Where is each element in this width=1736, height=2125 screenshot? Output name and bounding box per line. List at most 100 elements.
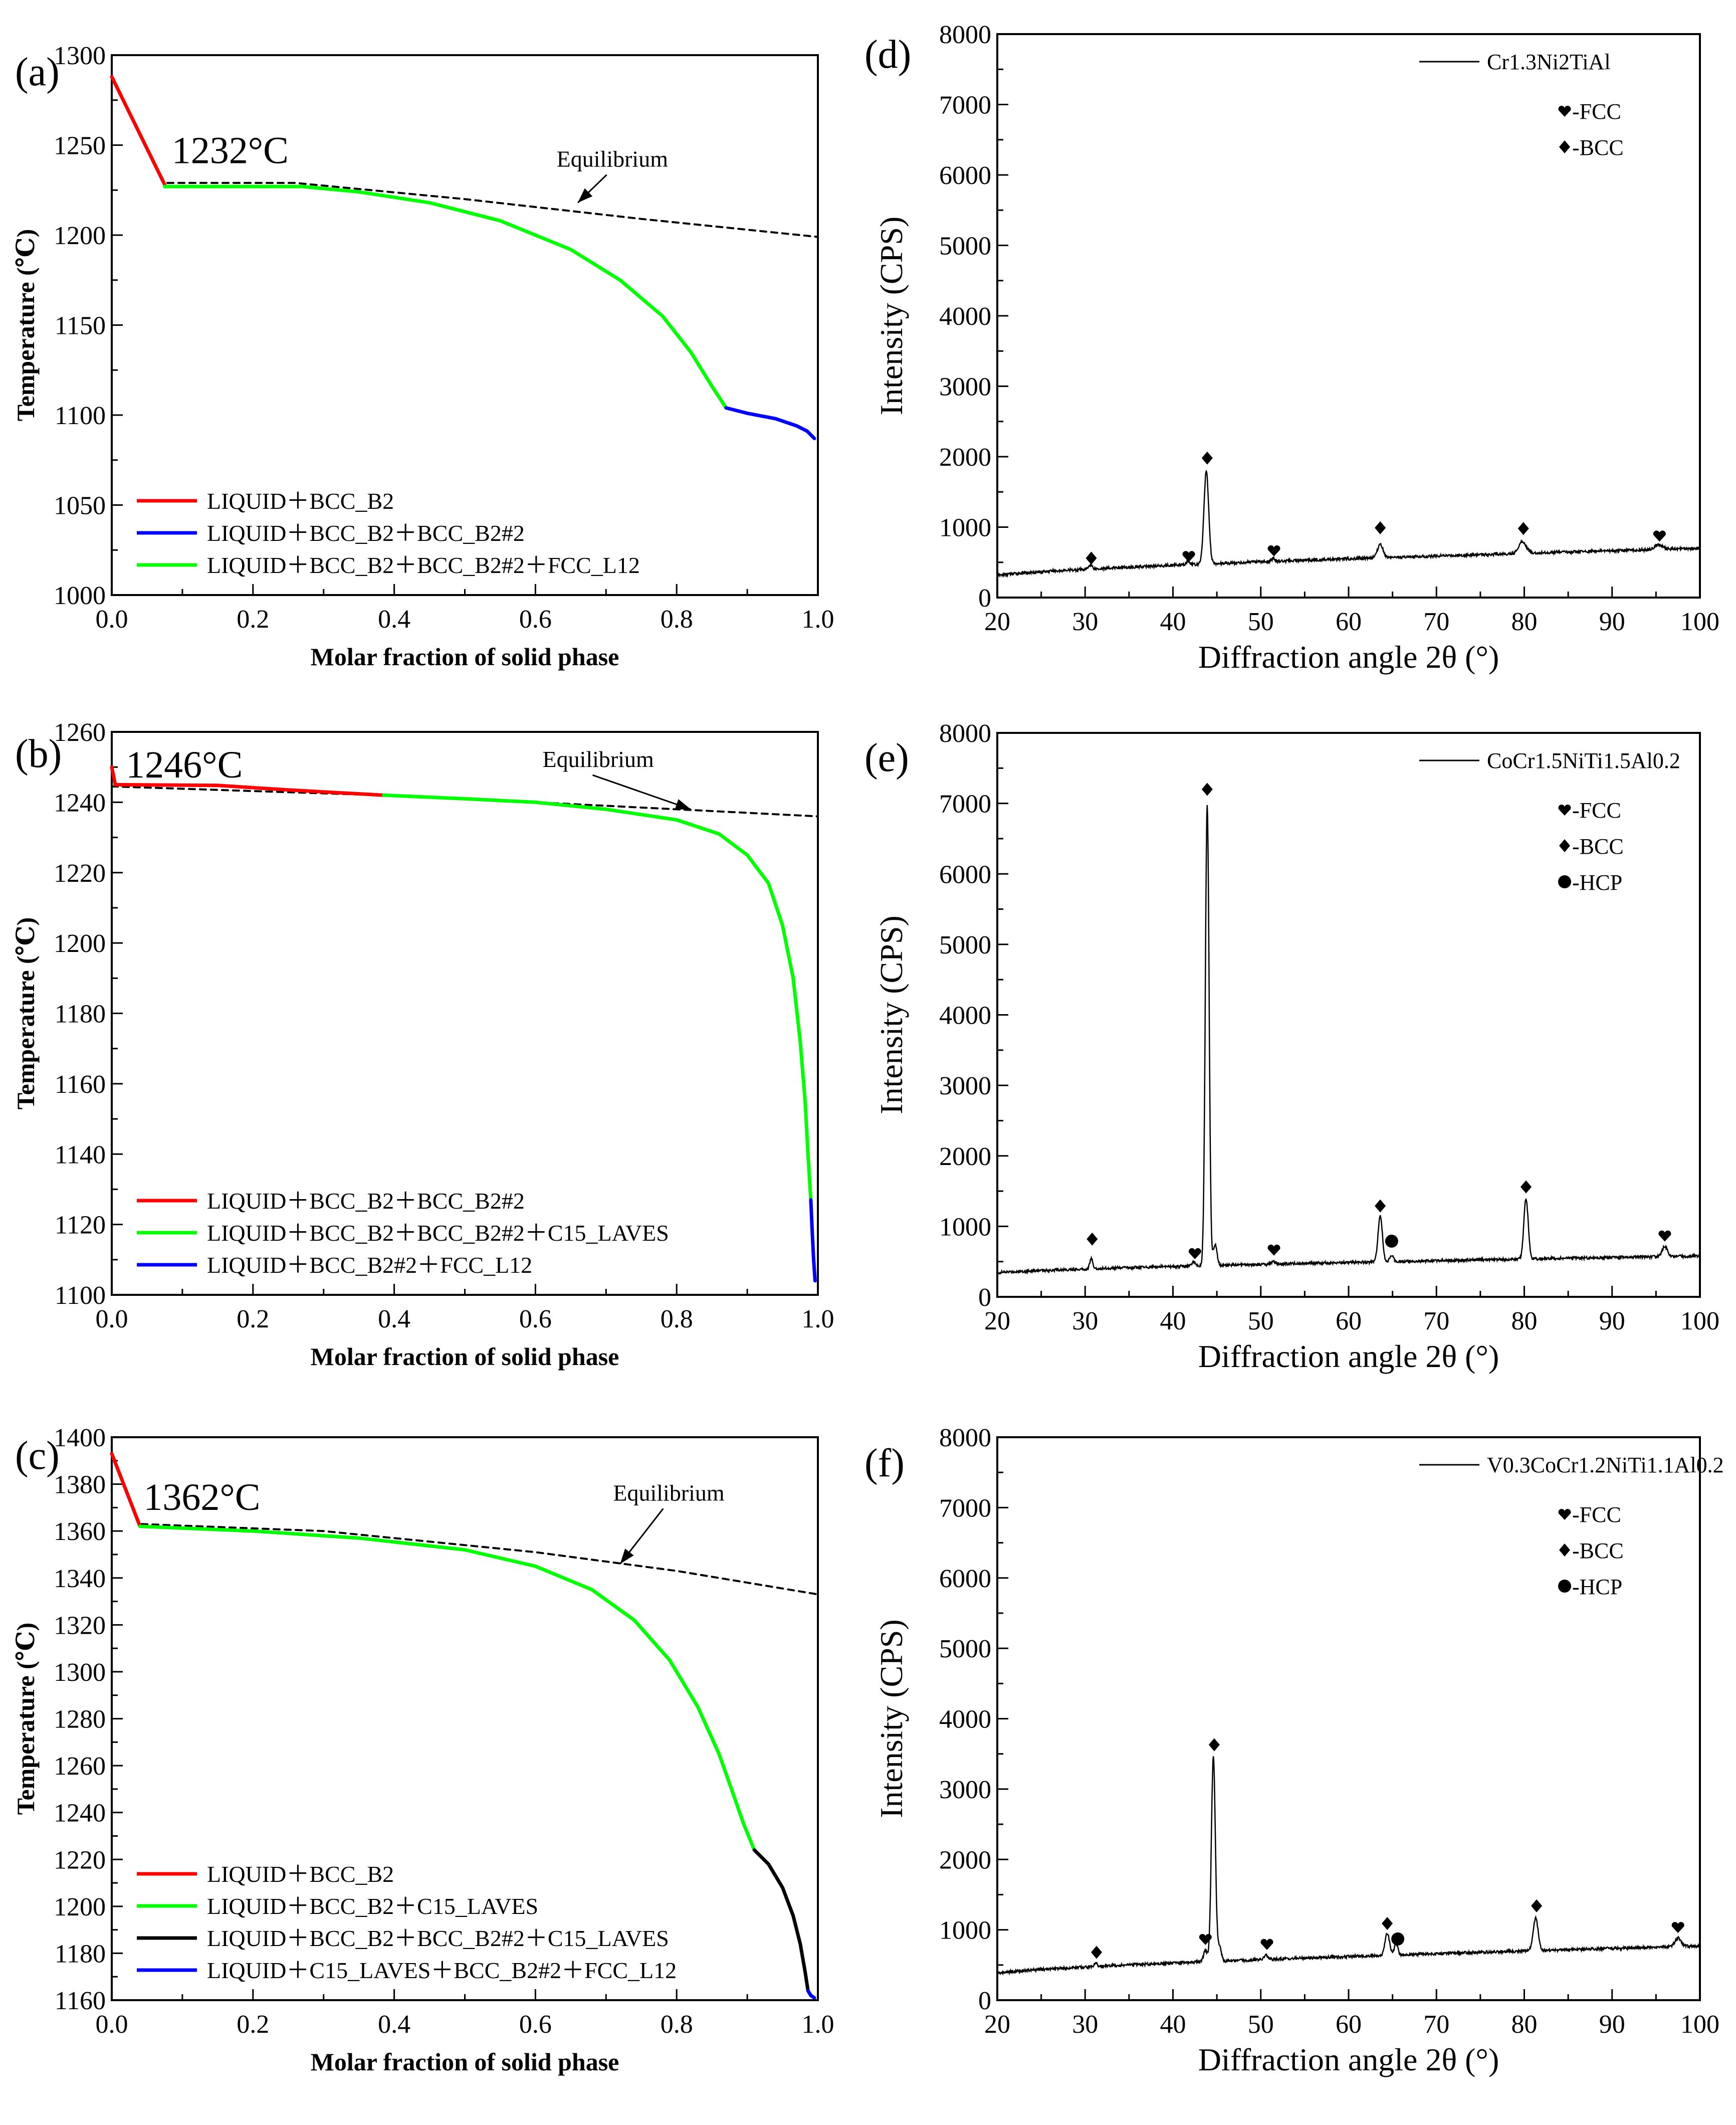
liquidus-temperature-label: 1232°C [172,129,289,171]
y-tick-label: 1150 [55,312,106,340]
x-tick-label: 80 [1511,1307,1538,1335]
y-tick-label: 6000 [939,161,991,190]
x-tick-label: 0.6 [519,2010,552,2039]
y-tick-label: 1000 [939,1213,991,1241]
bcc-marker [1086,551,1097,565]
y-tick-label: 1180 [55,1940,106,1968]
y-tick-label: 7000 [939,1494,991,1522]
x-axis-title: Molar fraction of solid phase [311,1342,619,1371]
y-tick-label: 1120 [55,1211,106,1240]
fcc-marker [1558,106,1571,117]
y-tick-label: 0 [978,584,991,613]
y-tick-label: 1400 [54,1424,106,1452]
x-tick-label: 0.0 [96,2010,128,2039]
x-axis-title: Molar fraction of solid phase [311,2048,619,2076]
x-tick-label: 0.4 [378,605,410,634]
legend-entry: LIQUID＋BCC_B2 [207,488,394,514]
panel-label-d: (d) [864,33,911,77]
y-tick-label: 5000 [939,1635,991,1663]
x-tick-label: 0.0 [96,1305,128,1333]
x-tick-label: 80 [1511,2010,1538,2039]
y-tick-label: 1000 [54,582,106,610]
phase-curve [809,1198,817,1283]
phase-curve [382,793,813,1202]
y-axis-title: Temperature (℃) [12,229,40,421]
series-legend-label: V0.3CoCr1.2NiTi1.1Al0.2 [1487,1453,1724,1477]
x-tick-label: 0.8 [661,2010,693,2039]
legend-entry: LIQUID＋BCC_B2＋BCC_B2#2 [207,1188,525,1214]
x-tick-label: 1.0 [802,2010,834,2039]
bcc-marker [1517,522,1529,535]
fcc-marker [1653,530,1666,542]
bcc-marker [1208,1738,1220,1752]
legend-entry: LIQUID＋BCC_B2＋BCC_B2#2 [207,520,525,546]
y-tick-label: 5000 [939,232,991,261]
series-legend-label: Cr1.3Ni2TiAl [1487,50,1611,74]
y-tick-label: 8000 [939,719,991,748]
phase-curve [752,1848,810,1993]
chart-b-solidification-curve: 0.0 0.2 0.4 0.6 0.8 1.0 1100 1120 1140 1160 1180 12… [12,718,834,1371]
chart-d-xrd-pattern: 20 30 40 50 60 70 80 90 100010002000300040005000… [864,21,1719,675]
y-tick-label: 1100 [55,1281,106,1310]
hcp-marker [1558,875,1571,888]
y-tick-label: 6000 [939,1565,991,1593]
y-tick-label: 1260 [54,1752,106,1781]
x-tick-label: 90 [1599,2010,1625,2039]
phase-curve [110,75,167,186]
y-tick-label: 1240 [54,789,106,817]
panel-label-b: (b) [15,732,62,776]
x-tick-label: 0.0 [96,605,128,634]
series-legend-label: CoCr1.5NiTi1.5Al0.2 [1487,748,1680,773]
panel-label-f: (f) [864,1441,905,1485]
y-tick-label: 1200 [54,1893,106,1921]
bcc-marker [1559,140,1570,153]
x-tick-label: 1.0 [802,1305,834,1333]
legend-entry: LIQUID＋BCC_B2 [207,1861,394,1887]
legend-entry: LIQUID＋BCC_B2#2＋FCC_L12 [207,1252,532,1278]
x-tick-label: 60 [1336,2010,1362,2039]
fcc-marker [1658,1230,1671,1242]
x-tick-label: 0.4 [378,2010,410,2039]
x-tick-label: 70 [1423,608,1449,636]
x-tick-label: 100 [1680,1307,1719,1335]
x-tick-label: 60 [1336,608,1362,636]
bcc-marker [1091,1946,1103,1959]
x-axis-title: Molar fraction of solid phase [311,643,619,671]
x-axis-title: Diffraction angle 2θ (°) [1198,2042,1499,2077]
phase-legend-label: -BCC [1572,1538,1624,1563]
y-tick-label: 1320 [54,1611,106,1640]
y-axis-title: Intensity (CPS) [874,217,909,415]
y-tick-label: 1240 [54,1799,106,1828]
x-tick-label: 90 [1599,608,1625,636]
chart-f-xrd-pattern: 20 30 40 50 60 70 80 90 100010002000300040005000… [864,1424,1724,2077]
equilibrium-arrowhead [577,188,593,203]
y-tick-label: 8000 [939,21,991,49]
y-tick-label: 8000 [939,1424,991,1452]
y-tick-label: 0 [978,1987,991,2015]
y-tick-label: 3000 [939,1072,991,1100]
phase-curve [806,1989,816,2000]
equilibrium-line [111,1452,819,1596]
y-tick-label: 1380 [54,1471,106,1499]
x-axis-title: Diffraction angle 2θ (°) [1198,639,1499,675]
x-tick-label: 40 [1160,608,1186,636]
y-tick-label: 1160 [55,1070,106,1099]
bcc-marker [1087,1232,1098,1246]
x-tick-label: 30 [1072,2010,1098,2039]
equilibrium-label: Equilibrium [613,1480,725,1505]
x-tick-label: 90 [1599,1307,1625,1335]
y-tick-label: 4000 [939,302,991,331]
y-tick-label: 5000 [939,931,991,959]
phase-curve [110,765,385,797]
bcc-marker [1559,1543,1570,1557]
y-tick-label: 1340 [54,1565,106,1593]
chart-a-solidification-curve: 0.0 0.2 0.4 0.6 0.8 1.0 1000 1050 1100 1150 1200 12… [12,42,834,671]
y-tick-label: 2000 [939,1846,991,1874]
x-tick-label: 100 [1680,608,1719,636]
x-tick-label: 50 [1248,608,1274,636]
legend-entry: LIQUID＋BCC_B2＋BCC_B2#2＋C15_LAVES [207,1220,669,1246]
chart-c-solidification-curve: 0.0 0.2 0.4 0.6 0.8 1.0 1160 1180 1200 1220 1240 12… [12,1424,834,2076]
x-tick-label: 50 [1248,2010,1274,2039]
x-tick-label: 100 [1680,2010,1719,2039]
